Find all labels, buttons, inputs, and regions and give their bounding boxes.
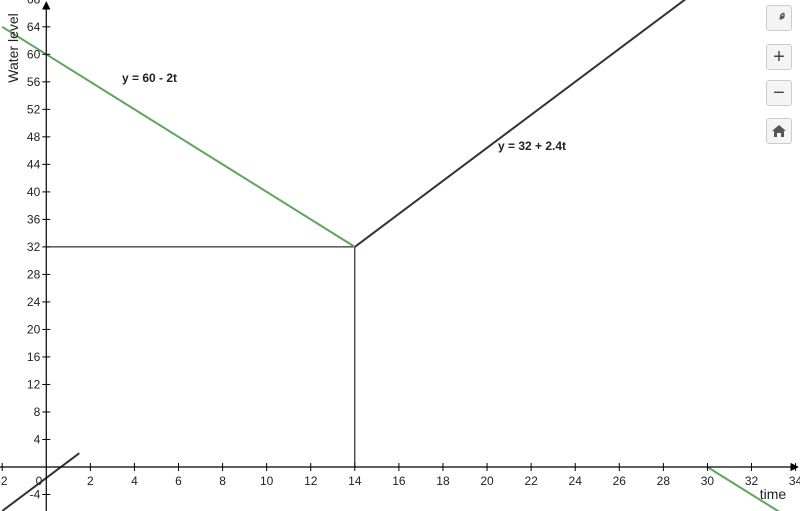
y-tick-label: 4: [34, 432, 41, 446]
x-tick-label: 4: [131, 474, 138, 488]
line-series: [1, 25, 780, 511]
x-tick-label: 12: [304, 474, 318, 488]
y-axis-label: Water level: [5, 13, 21, 83]
x-tick-label: 18: [436, 474, 450, 488]
y-tick-label: 32: [27, 240, 41, 254]
y-tick-label: 52: [27, 102, 41, 116]
x-tick-label: 8: [219, 474, 226, 488]
x-tick-label: -2: [0, 474, 8, 488]
y-tick-label: 16: [27, 350, 41, 364]
line-series: [46, 246, 356, 467]
zoom-in-button[interactable]: +: [766, 44, 792, 70]
x-tick-label: 6: [175, 474, 182, 488]
y-tick-label: 60: [27, 47, 41, 61]
x-tick-label: 2: [87, 474, 94, 488]
zoom-out-button[interactable]: −: [766, 80, 792, 106]
annotation: y = 60 - 2t: [122, 71, 177, 85]
y-tick-label: 8: [34, 405, 41, 419]
y-tick-label: 24: [27, 295, 41, 309]
x-tick-label: 10: [260, 474, 274, 488]
home-icon: [772, 125, 786, 137]
x-tick-label: 14: [348, 474, 362, 488]
annotation: y = 32 + 2.4t: [498, 139, 566, 153]
x-tick-label: 20: [480, 474, 494, 488]
y-tick-label: -4: [30, 487, 41, 501]
x-tick-label: 22: [524, 474, 538, 488]
x-tick-label: 28: [657, 474, 671, 488]
x-tick-label: 24: [569, 474, 583, 488]
y-tick-label: 28: [27, 267, 41, 281]
y-tick-label: 12: [27, 377, 41, 391]
x-tick-label: 34: [789, 474, 800, 488]
x-tick-label: 26: [613, 474, 627, 488]
home-button[interactable]: [766, 118, 792, 144]
settings-button[interactable]: [766, 5, 792, 31]
x-axis-label: time: [760, 486, 787, 502]
y-tick-label: 44: [27, 157, 41, 171]
x-tick-label: 30: [701, 474, 715, 488]
wrench-icon: [773, 12, 785, 25]
y-tick-label: 40: [27, 185, 41, 199]
y-tick-label: 20: [27, 322, 41, 336]
y-tick-label: 56: [27, 75, 41, 89]
y-tick-label: 36: [27, 212, 41, 226]
x-tick-label: 0: [36, 474, 43, 488]
y-tick-label: 48: [27, 130, 41, 144]
line-series: [1, 0, 686, 511]
y-tick-label: 64: [27, 20, 41, 34]
x-tick-label: 16: [392, 474, 406, 488]
y-tick-label: 68: [27, 0, 41, 6]
x-tick-label: 32: [745, 474, 759, 488]
